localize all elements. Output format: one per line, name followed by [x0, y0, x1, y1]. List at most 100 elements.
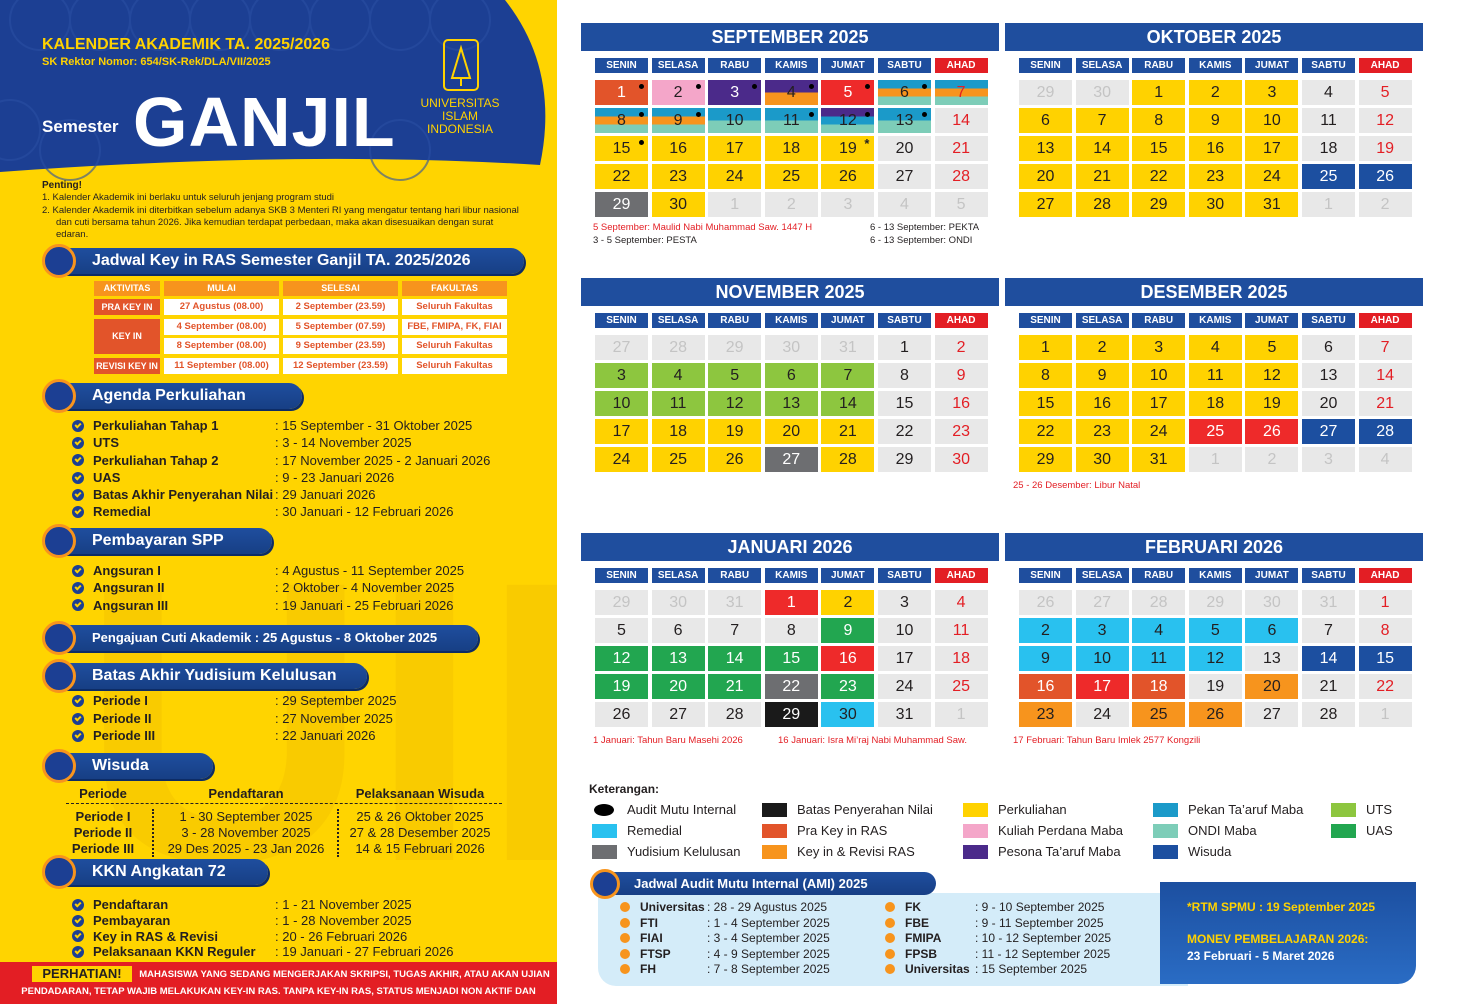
day-cell: 24 [1245, 164, 1299, 189]
check-mark [74, 600, 82, 608]
day-number: 3 [1324, 451, 1333, 468]
semester: GANJIL [133, 83, 396, 161]
day-number: 9 [843, 622, 853, 639]
day-cell: 5 [595, 618, 648, 643]
month-note: 3 - 5 September: PESTA [593, 235, 697, 246]
legend-swatch [1331, 824, 1356, 839]
day-number: 8 [1041, 367, 1050, 384]
day-number: 6 [1324, 339, 1333, 356]
day-number: 5 [1210, 622, 1220, 639]
day-number: 2 [843, 594, 853, 611]
day-cell: 6 [1302, 335, 1355, 360]
check-mark [74, 438, 82, 446]
day-number: 25 [782, 168, 801, 185]
day-number: 24 [725, 168, 744, 185]
day-cell: 22 [1019, 419, 1072, 444]
ras-header: SELESAI [283, 281, 398, 296]
ami-label: FTSP [640, 946, 671, 961]
check-icon [72, 437, 84, 450]
ami-side-text: MONEV PEMBELAJARAN 2026: [1187, 932, 1369, 946]
weekday-header: JUMAT [1245, 58, 1299, 73]
day-number: 11 [1320, 112, 1337, 129]
item-label: Periode II [93, 710, 152, 726]
check-mark [74, 566, 82, 574]
day-number: 28 [1319, 706, 1338, 723]
day-cell: 13 [1019, 136, 1072, 161]
day-number: 2 [1210, 84, 1220, 101]
day-number: 29 [725, 339, 744, 356]
day-number: 2 [786, 196, 796, 213]
day-cell: 16 [1188, 136, 1242, 161]
check-icon [72, 946, 84, 959]
month-title: FEBRUARI 2026 [1005, 533, 1423, 561]
day-number: 3 [1267, 84, 1277, 101]
day-cell: 10 [1245, 108, 1299, 133]
day-number: 3 [843, 196, 853, 213]
ras-cell: Seluruh Fakultas [402, 338, 507, 354]
day-number: 26 [838, 168, 857, 185]
day-cell: 5 [934, 192, 988, 217]
day-cell: 15 [1358, 646, 1412, 671]
day-cell: 9 [1019, 646, 1072, 671]
ami-icon [590, 869, 620, 899]
item-label: Angsuran I [93, 563, 161, 579]
day-cell: 2 [1188, 80, 1242, 105]
weekday-header: KAMIS [764, 313, 818, 328]
legend-swatch [1153, 845, 1178, 860]
day-number: 30 [952, 451, 970, 468]
item-value: : 3 - 14 November 2025 [275, 435, 412, 451]
day-cell: 19 [1188, 674, 1242, 699]
day-number: 25 [1149, 706, 1168, 723]
day-cell: 29 [1132, 192, 1186, 217]
weekday-header: SENIN [595, 313, 648, 328]
day-cell: 22 [764, 674, 818, 699]
day-number: 6 [1267, 622, 1277, 639]
ami-label: FMIPA [905, 931, 942, 945]
day-cell: 9 [934, 363, 988, 388]
day-cell: 29 [708, 335, 762, 360]
day-cell: 31 [878, 702, 931, 727]
weekday-header: JUMAT [821, 313, 875, 328]
item-value: : 29 September 2025 [275, 693, 397, 709]
day-cell: 2 [934, 335, 988, 360]
day-cell: 9 [821, 618, 875, 643]
day-number: 3 [1097, 622, 1107, 639]
day-cell: 29 [764, 702, 818, 727]
day-number: 1 [1324, 196, 1333, 213]
day-number: 17 [1149, 395, 1168, 412]
day-number: 29 [612, 196, 631, 213]
day-number: 19 [1376, 140, 1394, 157]
day-number: 27 [895, 168, 914, 185]
day-number: 21 [1093, 168, 1111, 185]
day-cell: 26 [821, 164, 875, 189]
day-cell: 20 [1245, 674, 1299, 699]
audit-dot [639, 140, 644, 145]
day-cell: 4 [764, 80, 818, 105]
day-cell: 12 [1358, 108, 1412, 133]
day-number: 26 [1036, 594, 1055, 611]
day-cell: 17 [1245, 136, 1299, 161]
day-number: 9 [673, 112, 683, 129]
ami-value: : 4 - 9 September 2025 [707, 946, 830, 961]
item-label: Remedial [93, 504, 151, 520]
month-title: DESEMBER 2025 [1005, 278, 1423, 306]
day-number: 31 [1149, 451, 1168, 468]
day-cell: 18 [764, 136, 818, 161]
ras-cell: Seluruh Fakultas [402, 299, 507, 315]
day-cell: 12 [708, 391, 762, 416]
day-number: 12 [1262, 367, 1281, 384]
day-number: 20 [1036, 168, 1055, 185]
day-cell: 12 [595, 646, 648, 671]
day-cell: 29 [595, 590, 648, 615]
day-number: 7 [1380, 339, 1390, 356]
day-cell: 9 [1075, 363, 1129, 388]
month-title: NOVEMBER 2025 [581, 278, 999, 306]
day-cell: 19 [1245, 391, 1299, 416]
day-cell: 15 [1132, 136, 1186, 161]
day-number: 27 [1036, 196, 1055, 213]
day-cell: 16 [934, 391, 988, 416]
day-number: 10 [895, 622, 914, 639]
month-note: 6 - 13 September: ONDI [870, 235, 973, 246]
day-number: 4 [673, 367, 683, 384]
